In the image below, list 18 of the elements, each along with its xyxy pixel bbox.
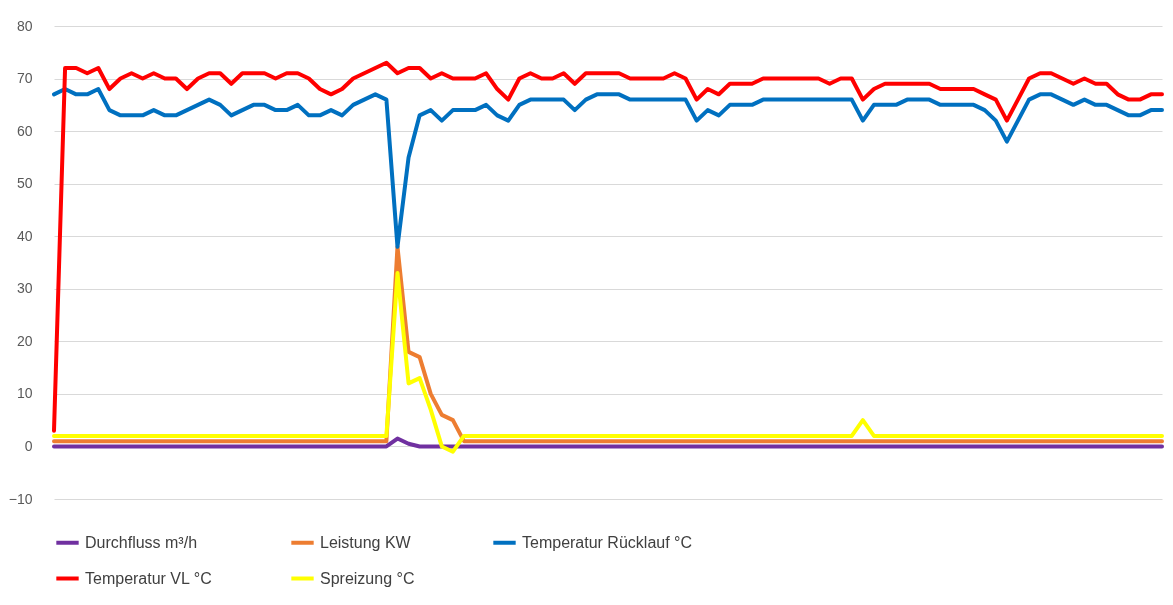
legend-label: Temperatur VL °C <box>85 569 212 587</box>
y-tick-label: 0 <box>24 437 33 454</box>
y-tick-label: 60 <box>16 122 33 139</box>
y-tick-label: −10 <box>8 490 33 507</box>
y-tick-label: 30 <box>16 280 33 297</box>
y-tick-label: 80 <box>16 17 33 34</box>
y-tick-label: 40 <box>16 227 33 244</box>
legend-label: Leistung KW <box>320 533 412 551</box>
y-tick-label: 50 <box>16 175 33 192</box>
y-tick-label: 10 <box>16 385 33 402</box>
y-tick-label: 70 <box>16 70 33 87</box>
legend-label: Spreizung °C <box>320 569 415 587</box>
line-series <box>52 60 1164 433</box>
line-series <box>52 87 1164 249</box>
line-series <box>52 271 1164 454</box>
legend-label: Durchfluss m³/h <box>85 533 198 551</box>
legend-label: Temperatur Rücklauf °C <box>522 533 693 551</box>
y-tick-label: 20 <box>16 332 33 349</box>
